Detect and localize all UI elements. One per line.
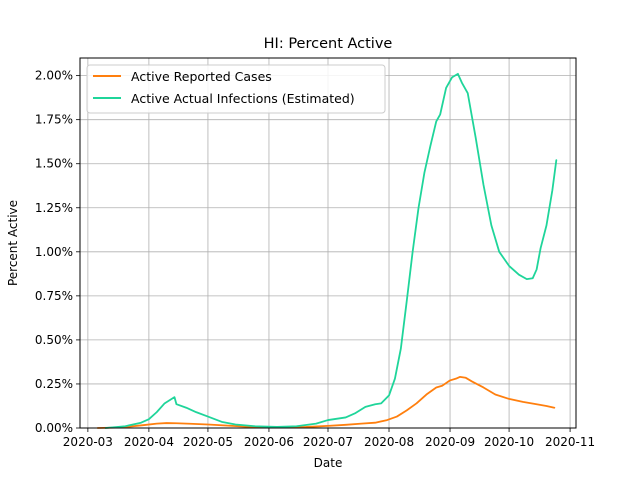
y-axis-title: Percent Active: [6, 200, 20, 286]
x-tick-label: 2020-03: [63, 435, 113, 449]
y-tick-label: 2.00%: [35, 69, 73, 83]
y-axis: 0.00% 0.25% 0.50% 0.75% 1.00% 1.25% 1.50% 1.75%…: [35, 69, 80, 435]
y-tick-label: 0.25%: [35, 377, 73, 391]
y-tick-label: 1.75%: [35, 113, 73, 127]
chart-title: HI: Percent Active: [264, 36, 393, 52]
y-tick-label: 0.50%: [35, 333, 73, 347]
x-tick-label: 2020-06: [244, 435, 294, 449]
y-tick-label: 0.00%: [35, 421, 73, 435]
y-tick-label: 1.25%: [35, 201, 73, 215]
x-tick-label: 2020-10: [484, 435, 534, 449]
legend-label-reported: Active Reported Cases: [131, 69, 272, 84]
legend-frame: [86, 64, 386, 114]
x-axis: 2020-03 2020-04 2020-05 2020-06 2020-07 2020-…: [63, 428, 595, 449]
series-line-actual: [104, 72, 558, 429]
x-tick-label: 2020-11: [545, 435, 595, 449]
x-tick-label: 2020-04: [124, 435, 174, 449]
series-line-reported: [96, 375, 556, 429]
series-layer: [96, 72, 558, 429]
y-tick-label: 1.50%: [35, 157, 73, 171]
x-tick-label: 2020-05: [183, 435, 233, 449]
legend-label-actual: Active Actual Infections (Estimated): [131, 91, 355, 106]
x-tick-label: 2020-09: [425, 435, 475, 449]
y-tick-label: 0.75%: [35, 289, 73, 303]
x-tick-label: 2020-07: [303, 435, 353, 449]
x-tick-label: 2020-08: [364, 435, 414, 449]
y-tick-label: 1.00%: [35, 245, 73, 259]
legend: Active Reported Cases Active Actual Infe…: [86, 64, 386, 114]
x-axis-title: Date: [314, 456, 343, 470]
